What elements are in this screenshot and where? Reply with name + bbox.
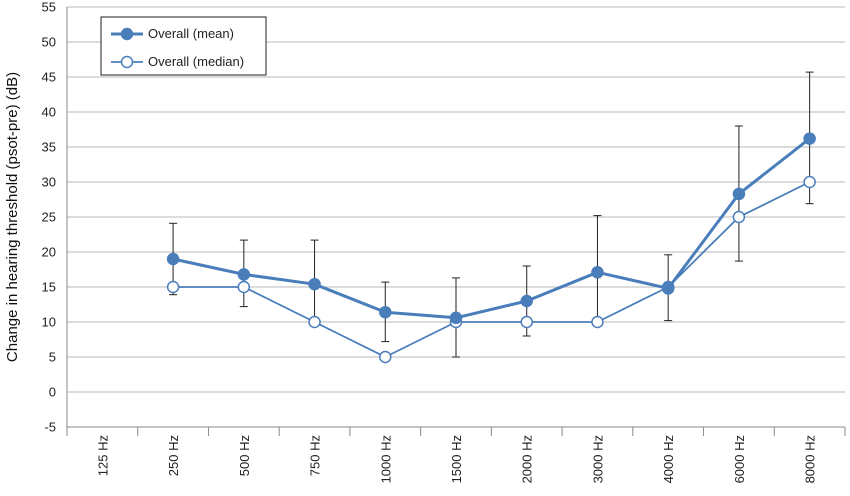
mean-point bbox=[379, 305, 392, 319]
median-point bbox=[166, 280, 180, 294]
mean-point bbox=[520, 294, 533, 308]
x-tick-label: 8000 Hz bbox=[803, 435, 818, 483]
median-point bbox=[732, 210, 746, 224]
y-tick-label: 35 bbox=[42, 140, 56, 155]
y-tick-label: 20 bbox=[42, 245, 56, 260]
y-tick-label: -5 bbox=[44, 420, 56, 435]
median-point bbox=[591, 315, 604, 329]
series bbox=[166, 132, 816, 364]
mean-point bbox=[803, 132, 816, 145]
x-tick-label: 3000 Hz bbox=[590, 435, 605, 483]
legend: Overall (mean) Overall (median) bbox=[100, 16, 267, 76]
y-tick-label: 10 bbox=[42, 315, 56, 330]
legend-mean-label: Overall (mean) bbox=[148, 26, 234, 41]
y-tick-label: 55 bbox=[42, 0, 56, 15]
series-median bbox=[166, 175, 816, 364]
y-tick-label: 45 bbox=[42, 70, 56, 85]
x-tick-label: 125 Hz bbox=[95, 435, 110, 476]
series-mean bbox=[166, 132, 816, 325]
x-tick-label: 4000 Hz bbox=[661, 435, 676, 483]
median-line bbox=[173, 181, 811, 358]
x-tick-label: 500 Hz bbox=[237, 435, 252, 476]
x-tick-label: 1000 Hz bbox=[378, 435, 393, 483]
y-axis-title: Change in hearing threshold (psot-pre) (… bbox=[4, 72, 21, 362]
median-point bbox=[379, 350, 392, 364]
median-point bbox=[803, 175, 816, 189]
x-tick-label: 750 Hz bbox=[308, 435, 323, 476]
mean-point bbox=[237, 268, 251, 281]
mean-point bbox=[449, 311, 463, 325]
x-tick-label: 250 Hz bbox=[166, 435, 181, 476]
x-tick-label: 2000 Hz bbox=[520, 435, 535, 483]
x-tick-label: 1500 Hz bbox=[449, 435, 464, 483]
mean-point bbox=[661, 282, 675, 295]
median-point bbox=[237, 280, 251, 294]
mean-point bbox=[732, 187, 746, 201]
legend-mean-marker bbox=[120, 27, 134, 41]
x-tick-label: 6000 Hz bbox=[732, 435, 747, 483]
median-point bbox=[308, 315, 321, 329]
x-tick-labels: 125 Hz 250 Hz 500 Hz 750 Hz 1000 Hz 1500 Hz 20… bbox=[95, 435, 817, 483]
y-tick-label: 25 bbox=[42, 210, 56, 225]
y-tick-label: 15 bbox=[42, 280, 56, 295]
y-tick-label: 40 bbox=[42, 105, 56, 120]
y-tick-label: 5 bbox=[49, 350, 56, 365]
mean-point bbox=[591, 266, 604, 279]
y-tick-label: 50 bbox=[42, 35, 56, 50]
legend-median-marker bbox=[120, 55, 134, 69]
axes bbox=[66, 7, 846, 436]
mean-point bbox=[166, 252, 180, 266]
y-tick-label: 30 bbox=[42, 175, 56, 190]
error-bars bbox=[169, 71, 814, 358]
y-tick-label: 0 bbox=[49, 385, 56, 400]
median-point bbox=[520, 315, 533, 329]
mean-point bbox=[308, 277, 321, 291]
mean-line bbox=[172, 137, 811, 320]
legend-median-label: Overall (median) bbox=[148, 54, 244, 69]
